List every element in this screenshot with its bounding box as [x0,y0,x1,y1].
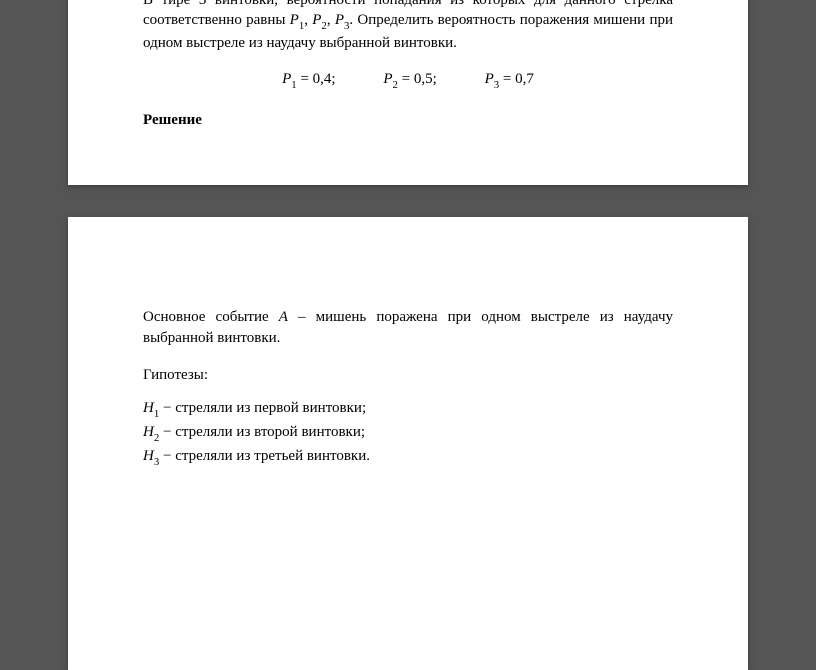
var-p2-sub: 2 [321,20,326,32]
eq3-rhs: = 0,7 [499,71,534,87]
eq3-sub: 3 [494,79,499,91]
h3-sub: 3 [154,456,159,468]
h1-sub: 1 [154,408,159,420]
hypotheses-list: H1 − стреляли из первой винтовки; H2 − с… [143,398,673,469]
equation-3: P3 = 0,7 [485,71,534,90]
sep2: , [327,12,335,28]
eq2-sub: 2 [393,79,398,91]
equations-row: P1 = 0,4; P2 = 0,5; P3 = 0,7 [143,71,673,90]
h2-text: − стреляли из второй винтовки; [159,424,365,440]
equation-2: P2 = 0,5; [383,71,436,90]
eq1-rhs: = 0,4; [297,71,336,87]
hypothesis-1: H1 − стреляли из первой винтовки; [143,398,673,421]
main-event-var: A [279,309,288,325]
main-event-prefix: Основное событие [143,309,279,325]
h1-text: − стреляли из первой винтовки; [159,400,366,416]
page-1: В тире 3 винтовки, вероятности попадания… [68,0,748,185]
h3-var: H [143,448,154,464]
problem-statement: В тире 3 винтовки, вероятности попадания… [143,0,673,53]
solution-header: Решение [143,112,673,129]
eq2-rhs: = 0,5; [398,71,437,87]
page-2: Основное событие A – мишень поражена при… [68,217,748,670]
eq1-sub: 1 [291,79,296,91]
equation-1: P1 = 0,4; [282,71,335,90]
h3-text: − стреляли из третьей винтовки. [159,448,370,464]
eq2-var: P [383,71,392,87]
var-p3-sub: 3 [344,20,349,32]
hypothesis-2: H2 − стреляли из второй винтовки; [143,422,673,445]
h2-var: H [143,424,154,440]
main-event-paragraph: Основное событие A – мишень поражена при… [143,307,673,349]
eq3-var: P [485,71,494,87]
h1-var: H [143,400,154,416]
var-p1: P [290,12,299,28]
h2-sub: 2 [154,432,159,444]
hypothesis-3: H3 − стреляли из третьей винтовки. [143,446,673,469]
hypotheses-label: Гипотезы: [143,367,673,384]
eq1-var: P [282,71,291,87]
var-p3: P [335,12,344,28]
var-p1-sub: 1 [299,20,304,32]
